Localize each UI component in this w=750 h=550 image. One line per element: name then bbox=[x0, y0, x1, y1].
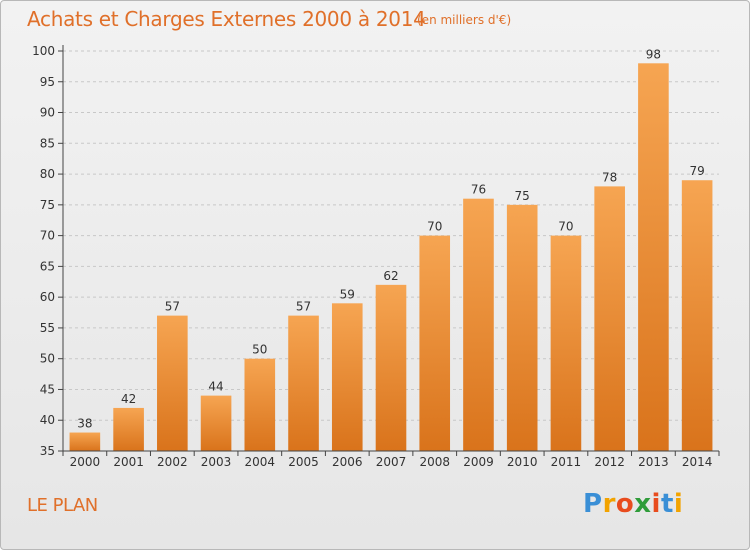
x-tick-label: 2007 bbox=[376, 455, 407, 469]
logo-letter: x bbox=[634, 489, 652, 519]
bar bbox=[288, 315, 319, 451]
y-tick-label: 40 bbox=[40, 413, 55, 427]
x-tick-label: 2000 bbox=[70, 455, 101, 469]
bar-value-label: 70 bbox=[558, 220, 573, 234]
x-tick-label: 2002 bbox=[157, 455, 188, 469]
x-tick-label: 2013 bbox=[638, 455, 669, 469]
y-tick-label: 45 bbox=[40, 382, 55, 396]
x-tick-label: 2006 bbox=[332, 455, 363, 469]
bar-value-label: 42 bbox=[121, 392, 136, 406]
y-tick-label: 65 bbox=[40, 259, 55, 273]
y-tick-label: 75 bbox=[40, 198, 55, 212]
bars: 38 42 57 44 50 57 59 62 70 76 75 70 78 98 79 bbox=[69, 47, 713, 452]
y-tick-label: 35 bbox=[40, 444, 55, 458]
bar bbox=[681, 180, 713, 451]
bar-value-label: 44 bbox=[208, 380, 223, 394]
y-tick-label: 55 bbox=[40, 321, 55, 335]
logo-letter: P bbox=[583, 489, 603, 519]
chart-units: (en milliers d'€) bbox=[417, 13, 512, 27]
y-tick-label: 90 bbox=[40, 106, 55, 120]
bar bbox=[69, 432, 101, 451]
axes: 35 40 45 50 55 60 65 70 75 80 85 90 95 100 2000 2001 200… bbox=[32, 44, 720, 469]
x-tick-label: 2003 bbox=[201, 455, 232, 469]
bar bbox=[200, 395, 232, 451]
y-tick-label: 100 bbox=[32, 44, 55, 58]
bar bbox=[594, 186, 625, 451]
bar bbox=[550, 235, 582, 451]
chart-title: Achats et Charges Externes 2000 à 2014 bbox=[27, 7, 426, 31]
y-tick-label: 80 bbox=[40, 167, 55, 181]
bar-value-label: 62 bbox=[383, 269, 398, 283]
proxiti-logo: Proxiti bbox=[583, 489, 683, 519]
x-tick-label: 2009 bbox=[463, 455, 494, 469]
bar bbox=[375, 284, 407, 451]
y-tick-label: 85 bbox=[40, 136, 55, 150]
bar bbox=[331, 303, 363, 451]
x-tick-label: 2012 bbox=[594, 455, 625, 469]
bar-value-label: 78 bbox=[602, 170, 617, 184]
x-tick-label: 2008 bbox=[419, 455, 450, 469]
x-tick-label: 2010 bbox=[507, 455, 538, 469]
bar-value-label: 79 bbox=[689, 164, 704, 178]
x-tick-label: 2011 bbox=[551, 455, 582, 469]
x-tick-label: 2001 bbox=[113, 455, 144, 469]
logo-letter: r bbox=[602, 489, 616, 519]
bar bbox=[638, 63, 669, 452]
logo-letter: t bbox=[660, 489, 674, 519]
bar bbox=[506, 204, 538, 451]
logo-letter: i bbox=[651, 489, 661, 519]
logo-letter: o bbox=[615, 489, 635, 519]
logo-letter: i bbox=[673, 489, 684, 519]
x-tick-label: 2004 bbox=[245, 455, 276, 469]
bar-value-label: 98 bbox=[646, 47, 661, 61]
bar bbox=[419, 235, 451, 451]
bar-value-label: 70 bbox=[427, 220, 442, 234]
bar-value-label: 59 bbox=[340, 287, 355, 301]
y-tick-label: 95 bbox=[40, 75, 55, 89]
bar-value-label: 50 bbox=[252, 343, 267, 357]
x-tick-label: 2005 bbox=[288, 455, 319, 469]
bar bbox=[157, 315, 188, 451]
bar-value-label: 76 bbox=[471, 183, 486, 197]
bar-value-label: 38 bbox=[77, 417, 92, 431]
bar-value-label: 75 bbox=[515, 189, 530, 203]
y-tick-label: 70 bbox=[40, 229, 55, 243]
bar bbox=[113, 407, 144, 451]
bar-value-label: 57 bbox=[165, 300, 180, 314]
bar bbox=[244, 358, 276, 451]
y-tick-label: 60 bbox=[40, 290, 55, 304]
y-tick-label: 50 bbox=[40, 352, 55, 366]
x-tick-label: 2014 bbox=[682, 455, 713, 469]
bar-value-label: 57 bbox=[296, 300, 311, 314]
commune-name: LE PLAN bbox=[27, 495, 98, 516]
bar bbox=[463, 198, 494, 451]
